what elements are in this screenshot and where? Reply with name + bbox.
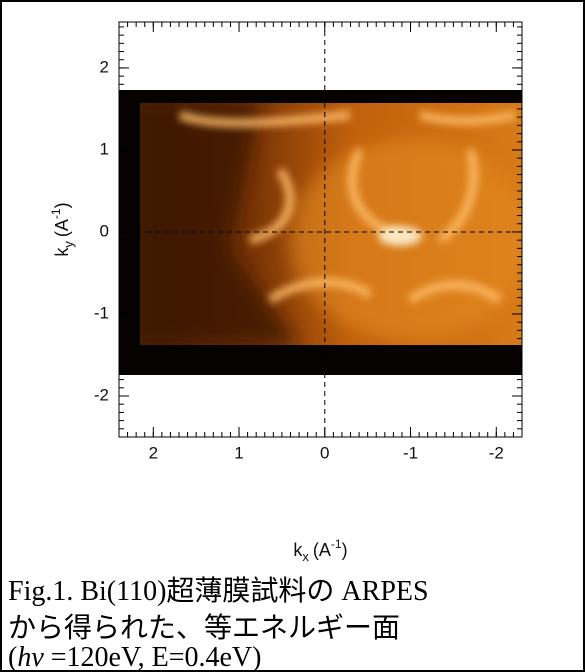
label-unit: (A <box>52 219 72 237</box>
label-close: ) <box>342 540 348 560</box>
label-sup: -1 <box>331 537 342 551</box>
label-close: ) <box>52 202 72 208</box>
caption-line: から得られた、等エネルギー面 <box>8 612 400 644</box>
ylabel: ky(A-1) <box>49 202 76 256</box>
y-tick-label: -2 <box>94 385 109 404</box>
x-tick-label: 0 <box>320 443 329 462</box>
y-tick-label: 2 <box>100 57 109 76</box>
caption-symbol: hν <box>17 642 44 672</box>
label-sup: -1 <box>49 208 63 219</box>
x-tick-label: -2 <box>489 443 504 462</box>
figure: 210-1-2-2-1012kx(A-1)ky(A-1)Fig.1. Bi(11… <box>0 0 585 672</box>
caption-text: ( <box>8 642 17 672</box>
x-tick-label: 1 <box>234 443 243 462</box>
label-sub: y <box>61 241 76 248</box>
y-tick-label: 1 <box>100 139 109 158</box>
caption-text: =120eV, E=0.4eV) <box>44 642 262 672</box>
x-tick-label: -1 <box>403 443 418 462</box>
label-unit: (A <box>313 540 331 560</box>
label-sub: x <box>302 549 309 564</box>
y-tick-label: 0 <box>100 221 109 240</box>
x-tick-label: 2 <box>149 443 158 462</box>
caption-line: Fig.1. Bi(110)超薄膜試料の ARPES <box>8 575 429 607</box>
y-tick-label: -1 <box>94 303 109 322</box>
caption-line: (hν =120eV, E=0.4eV) <box>8 642 261 672</box>
xlabel: kx(A-1) <box>293 537 347 564</box>
